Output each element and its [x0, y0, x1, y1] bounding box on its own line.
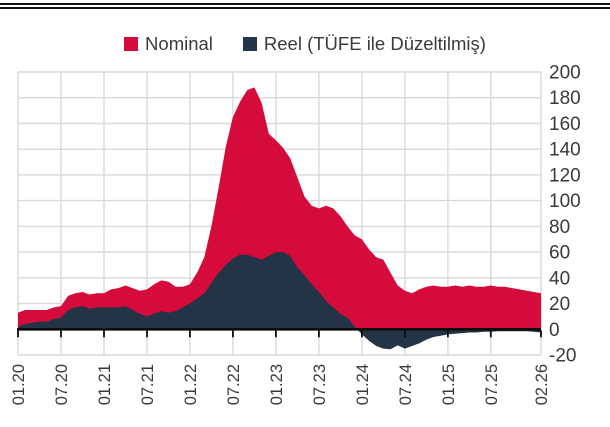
- x-tick-label: 07.21: [139, 364, 157, 405]
- chart-legend: Nominal Reel (TÜFE ile Düzeltilmiş): [0, 33, 610, 54]
- y-tick-label: 140: [549, 140, 581, 161]
- y-tick-label: 0: [549, 320, 560, 341]
- x-tick-label: 07.24: [397, 364, 415, 405]
- x-tick-label: 01.25: [440, 364, 458, 405]
- x-tick-label: 01.20: [10, 364, 28, 405]
- legend-label-nominal: Nominal: [145, 33, 213, 54]
- x-tick-label: 01.24: [354, 364, 372, 405]
- y-tick-label: 20: [549, 294, 570, 315]
- legend-swatch-nominal: [124, 37, 139, 52]
- top-rule: [0, 3, 610, 9]
- y-tick-label: 40: [549, 268, 570, 289]
- y-tick-label: 120: [549, 165, 581, 186]
- legend-item-reel: Reel (TÜFE ile Düzeltilmiş): [242, 33, 486, 54]
- y-tick-label: 180: [549, 88, 581, 109]
- y-tick-label: 200: [549, 63, 581, 84]
- y-tick-label: 160: [549, 114, 581, 135]
- y-tick-label: 100: [549, 191, 581, 212]
- y-tick-label: 80: [549, 217, 570, 238]
- reel-area: [18, 252, 541, 350]
- x-tick-label: 07.23: [311, 364, 329, 405]
- x-tick-label: 07.22: [225, 364, 243, 405]
- y-tick-label: -20: [549, 346, 576, 367]
- x-tick-label: 02.26: [533, 364, 551, 405]
- legend-item-nominal: Nominal: [124, 33, 213, 54]
- x-tick-label: 07.20: [53, 364, 71, 405]
- legend-swatch-reel: [242, 37, 257, 52]
- x-tick-label: 01.23: [268, 364, 286, 405]
- nominal-area: [18, 87, 541, 330]
- x-tick-label: 01.22: [182, 364, 200, 405]
- x-tick-label: 01.21: [96, 364, 114, 405]
- x-tick-label: 07.25: [483, 364, 501, 405]
- legend-label-reel: Reel (TÜFE ile Düzeltilmiş): [263, 33, 486, 54]
- y-tick-label: 60: [549, 243, 570, 264]
